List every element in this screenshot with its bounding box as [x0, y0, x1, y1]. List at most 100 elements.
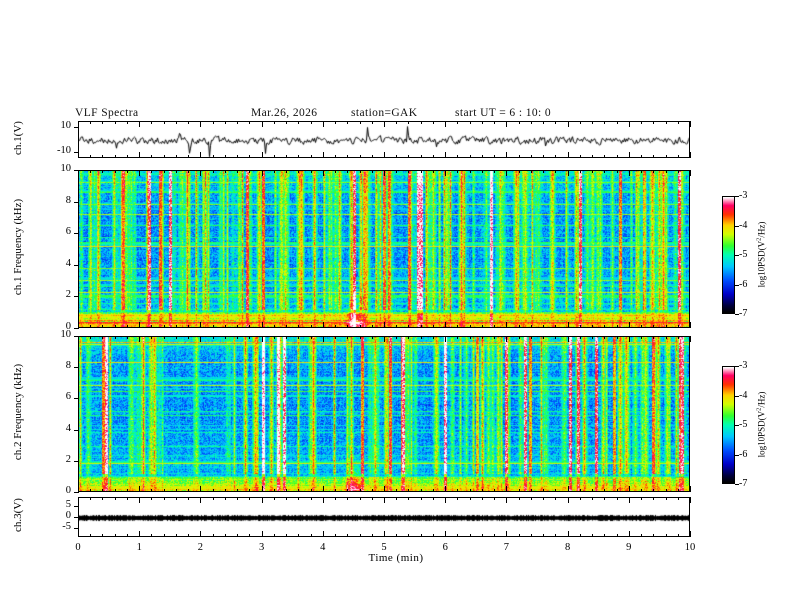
- xtickmark: [360, 170, 361, 173]
- xtickmark: [666, 489, 667, 492]
- xtickmark: [225, 325, 226, 328]
- xtickmark: [90, 336, 91, 339]
- xtickmark: [347, 170, 348, 173]
- xtickmark: [360, 325, 361, 328]
- xtickmark: [531, 155, 532, 158]
- xtickmark: [678, 121, 679, 124]
- ytick-ch3-wave-2: 0: [65, 510, 71, 521]
- ytickmark-ch1-wave-1: [74, 152, 79, 153]
- xtickmark: [482, 534, 483, 537]
- colorbar-tick-cbar-ch2-1: -4: [739, 389, 748, 401]
- xtickmark: [629, 497, 630, 503]
- panel-ch2-spec: [78, 336, 690, 492]
- ytick-ch2-spec-0: 0: [65, 485, 71, 496]
- xtickmark: [90, 497, 91, 500]
- xtickmark: [482, 336, 483, 339]
- xtickmark: [298, 155, 299, 158]
- xtickmark: [90, 325, 91, 328]
- xtickmark: [164, 336, 165, 339]
- xtick-9: 9: [626, 542, 632, 553]
- xtickmark: [629, 121, 630, 127]
- xtickmark: [151, 336, 152, 339]
- xtickmark: [408, 489, 409, 492]
- xtickmark: [151, 155, 152, 158]
- xtick-8: 8: [564, 542, 571, 553]
- xtickmark: [580, 534, 581, 537]
- xtickmark: [139, 486, 140, 492]
- xtickmark: [311, 325, 312, 328]
- xtickmark: [494, 497, 495, 500]
- colorbar-gradient: [723, 197, 734, 313]
- xtickmark: [213, 489, 214, 492]
- xtick-6: 6: [442, 542, 448, 553]
- xtickmark: [653, 170, 654, 173]
- xtickmark: [519, 489, 520, 492]
- xtickmark: [482, 170, 483, 173]
- xtickmark: [335, 534, 336, 537]
- xtickmark: [274, 534, 275, 537]
- xtickmark: [617, 325, 618, 328]
- xtickmark: [151, 489, 152, 492]
- xtickmark: [372, 489, 373, 492]
- xtickmark: [433, 155, 434, 158]
- xtickmark: [335, 489, 336, 492]
- xtickmark: [384, 336, 385, 342]
- x-axis-label: Time (min): [368, 552, 424, 564]
- xtickmark: [262, 497, 263, 503]
- xtickmark: [372, 155, 373, 158]
- xtickmark: [372, 497, 373, 500]
- xtickmark: [249, 325, 250, 328]
- xtickmark: [225, 155, 226, 158]
- xtickmark: [200, 336, 201, 342]
- xtickmark: [347, 121, 348, 124]
- xtickmark: [151, 325, 152, 328]
- xtickmark: [262, 322, 263, 328]
- xtickmark: [151, 121, 152, 124]
- xtickmark: [421, 121, 422, 124]
- xtickmark: [678, 497, 679, 500]
- xtickmark: [311, 336, 312, 339]
- xtickmark: [164, 497, 165, 500]
- xtickmark: [372, 534, 373, 537]
- ytick-ch2-spec-1: 2: [65, 453, 71, 465]
- colorbar-tickmark: [735, 455, 739, 456]
- xtickmark: [249, 155, 250, 158]
- xtickmark: [678, 534, 679, 537]
- xtickmark: [445, 531, 446, 537]
- xtickmark: [311, 497, 312, 500]
- xtickmark: [629, 336, 630, 342]
- xtickmark: [139, 170, 140, 176]
- colorbar-tick-cbar-ch1-4: -7: [739, 308, 748, 319]
- colorbar-label-superscript: 2: [755, 407, 763, 411]
- xtickmark: [678, 325, 679, 328]
- xtick-0: 0: [75, 542, 81, 553]
- xtickmark: [151, 534, 152, 537]
- xtickmark: [298, 170, 299, 173]
- xtickmark: [494, 170, 495, 173]
- xtickmark: [629, 486, 630, 492]
- xtickmark: [262, 170, 263, 176]
- xtickmark: [690, 152, 691, 158]
- xtickmark: [188, 325, 189, 328]
- ytickmark-ch1-spec-5: [74, 170, 79, 171]
- ytickmark-ch2-spec-2: [74, 430, 79, 431]
- colorbar-tickmark: [735, 255, 739, 256]
- xtickmark: [151, 497, 152, 500]
- xtickmark: [531, 325, 532, 328]
- xtickmark: [249, 121, 250, 124]
- xtickmark: [666, 325, 667, 328]
- xtickmark: [592, 336, 593, 339]
- xtickmark: [384, 322, 385, 328]
- xtickmark: [164, 155, 165, 158]
- xtickmark: [286, 170, 287, 173]
- xtickmark: [372, 336, 373, 339]
- xtickmark: [347, 325, 348, 328]
- xtickmark: [274, 336, 275, 339]
- xtickmark: [225, 497, 226, 500]
- xtickmark: [360, 336, 361, 339]
- colorbar-tickmark: [735, 396, 739, 397]
- xtickmark: [543, 497, 544, 500]
- xtickmark: [127, 170, 128, 173]
- xtickmark: [384, 170, 385, 176]
- xtickmark: [274, 497, 275, 500]
